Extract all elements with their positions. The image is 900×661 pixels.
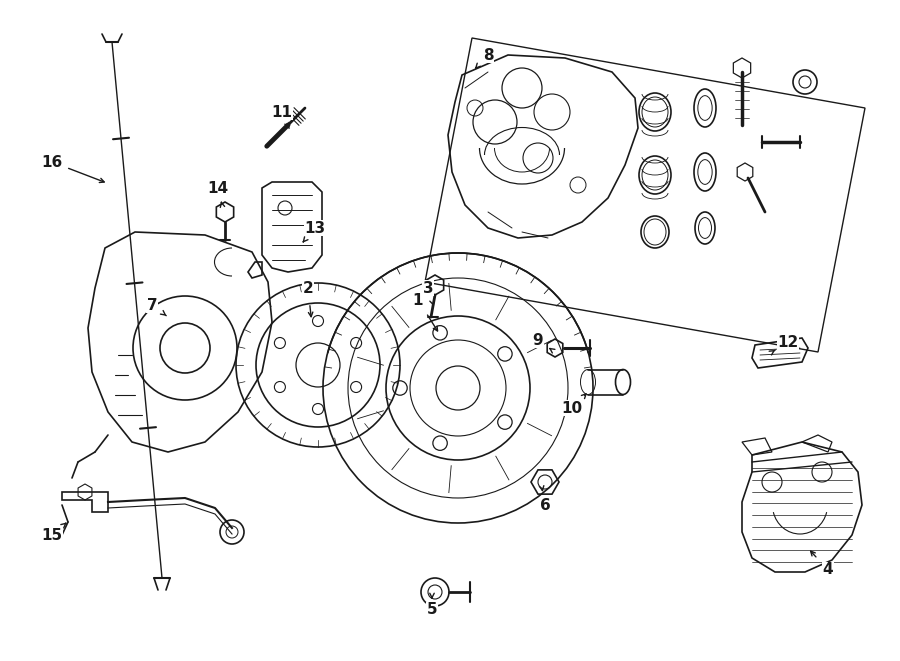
Text: 5: 5 <box>427 602 437 617</box>
Text: 9: 9 <box>533 332 544 348</box>
Text: 11: 11 <box>272 104 292 120</box>
Text: 8: 8 <box>482 48 493 63</box>
Text: 14: 14 <box>207 180 229 196</box>
Text: 6: 6 <box>540 498 551 512</box>
Text: 12: 12 <box>778 334 798 350</box>
Text: 7: 7 <box>147 297 158 313</box>
Text: 1: 1 <box>413 293 423 307</box>
Text: 3: 3 <box>423 280 433 295</box>
Text: 16: 16 <box>41 155 63 169</box>
Text: 10: 10 <box>562 401 582 416</box>
Text: 13: 13 <box>304 221 326 235</box>
Text: 2: 2 <box>302 280 313 295</box>
Text: 4: 4 <box>823 563 833 578</box>
Text: 15: 15 <box>41 527 63 543</box>
